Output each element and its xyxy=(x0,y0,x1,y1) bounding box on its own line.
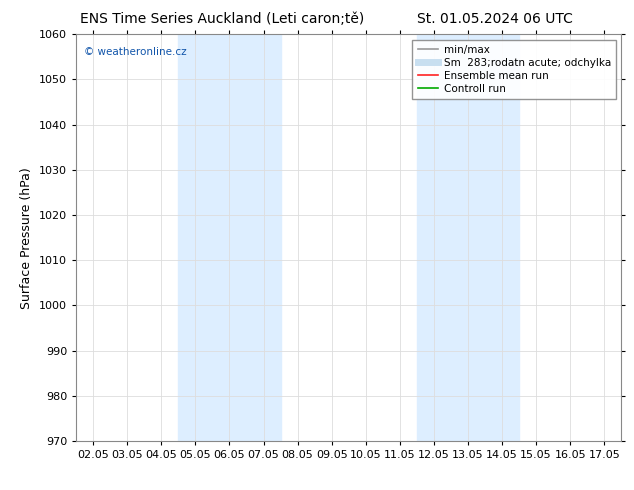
Bar xyxy=(417,34,519,441)
Text: ENS Time Series Auckland (Leti caron;tě): ENS Time Series Auckland (Leti caron;tě) xyxy=(80,12,364,26)
Legend: min/max, Sm  283;rodatn acute; odchylka, Ensemble mean run, Controll run: min/max, Sm 283;rodatn acute; odchylka, … xyxy=(412,40,616,99)
Y-axis label: Surface Pressure (hPa): Surface Pressure (hPa) xyxy=(20,167,34,309)
Text: © weatheronline.cz: © weatheronline.cz xyxy=(84,47,187,56)
Text: St. 01.05.2024 06 UTC: St. 01.05.2024 06 UTC xyxy=(417,12,573,26)
Bar xyxy=(178,34,280,441)
